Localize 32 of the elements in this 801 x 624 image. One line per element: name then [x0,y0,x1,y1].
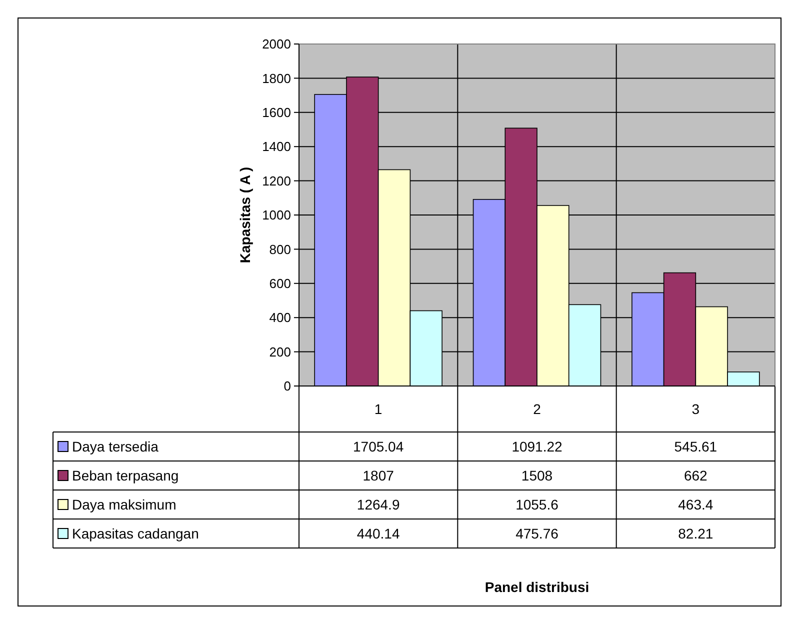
y-tick-label: 1600 [262,104,291,120]
y-tick-label: 1800 [262,70,291,86]
y-tick-label: 600 [269,276,291,291]
y-tick-label: 1200 [262,173,291,188]
text: Panel distribusi [484,579,590,595]
legend-label: Daya tersedia [72,438,159,454]
data-label: 463.4 [678,496,714,512]
y-tick-label: 800 [269,242,291,257]
y-tick-label: 1400 [262,139,291,154]
x-tick-label: 2 [533,400,542,417]
y-tick-label: 200 [269,344,291,360]
data-label: 1091.22 [512,438,563,454]
legend-label: Daya maksimum [72,496,176,512]
y-axis-title: Kapasitas ( A ) [237,166,253,264]
data-label: 475.76 [516,525,559,542]
x-tick-label: 3 [692,400,700,417]
y-tick-label: 0 [284,378,291,394]
data-label: 545.61 [674,438,718,454]
data-label: 1705.04 [353,438,404,454]
data-label: 1055.6 [516,496,559,512]
y-tick-label: 2000 [262,36,291,52]
legend-label: Beban terpasang [72,467,179,484]
data-label: 82.21 [678,525,714,542]
y-tick-label: 400 [269,310,291,326]
data-label: 1807 [362,467,394,484]
data-label: 1508 [521,467,553,484]
x-tick-label: 1 [374,400,382,417]
data-label: 662 [684,467,708,484]
y-tick-label: 1000 [262,208,291,223]
legend-label: Kapasitas cadangan [72,525,199,542]
data-label: 1264.9 [356,496,400,512]
data-label: 440.14 [356,525,400,542]
